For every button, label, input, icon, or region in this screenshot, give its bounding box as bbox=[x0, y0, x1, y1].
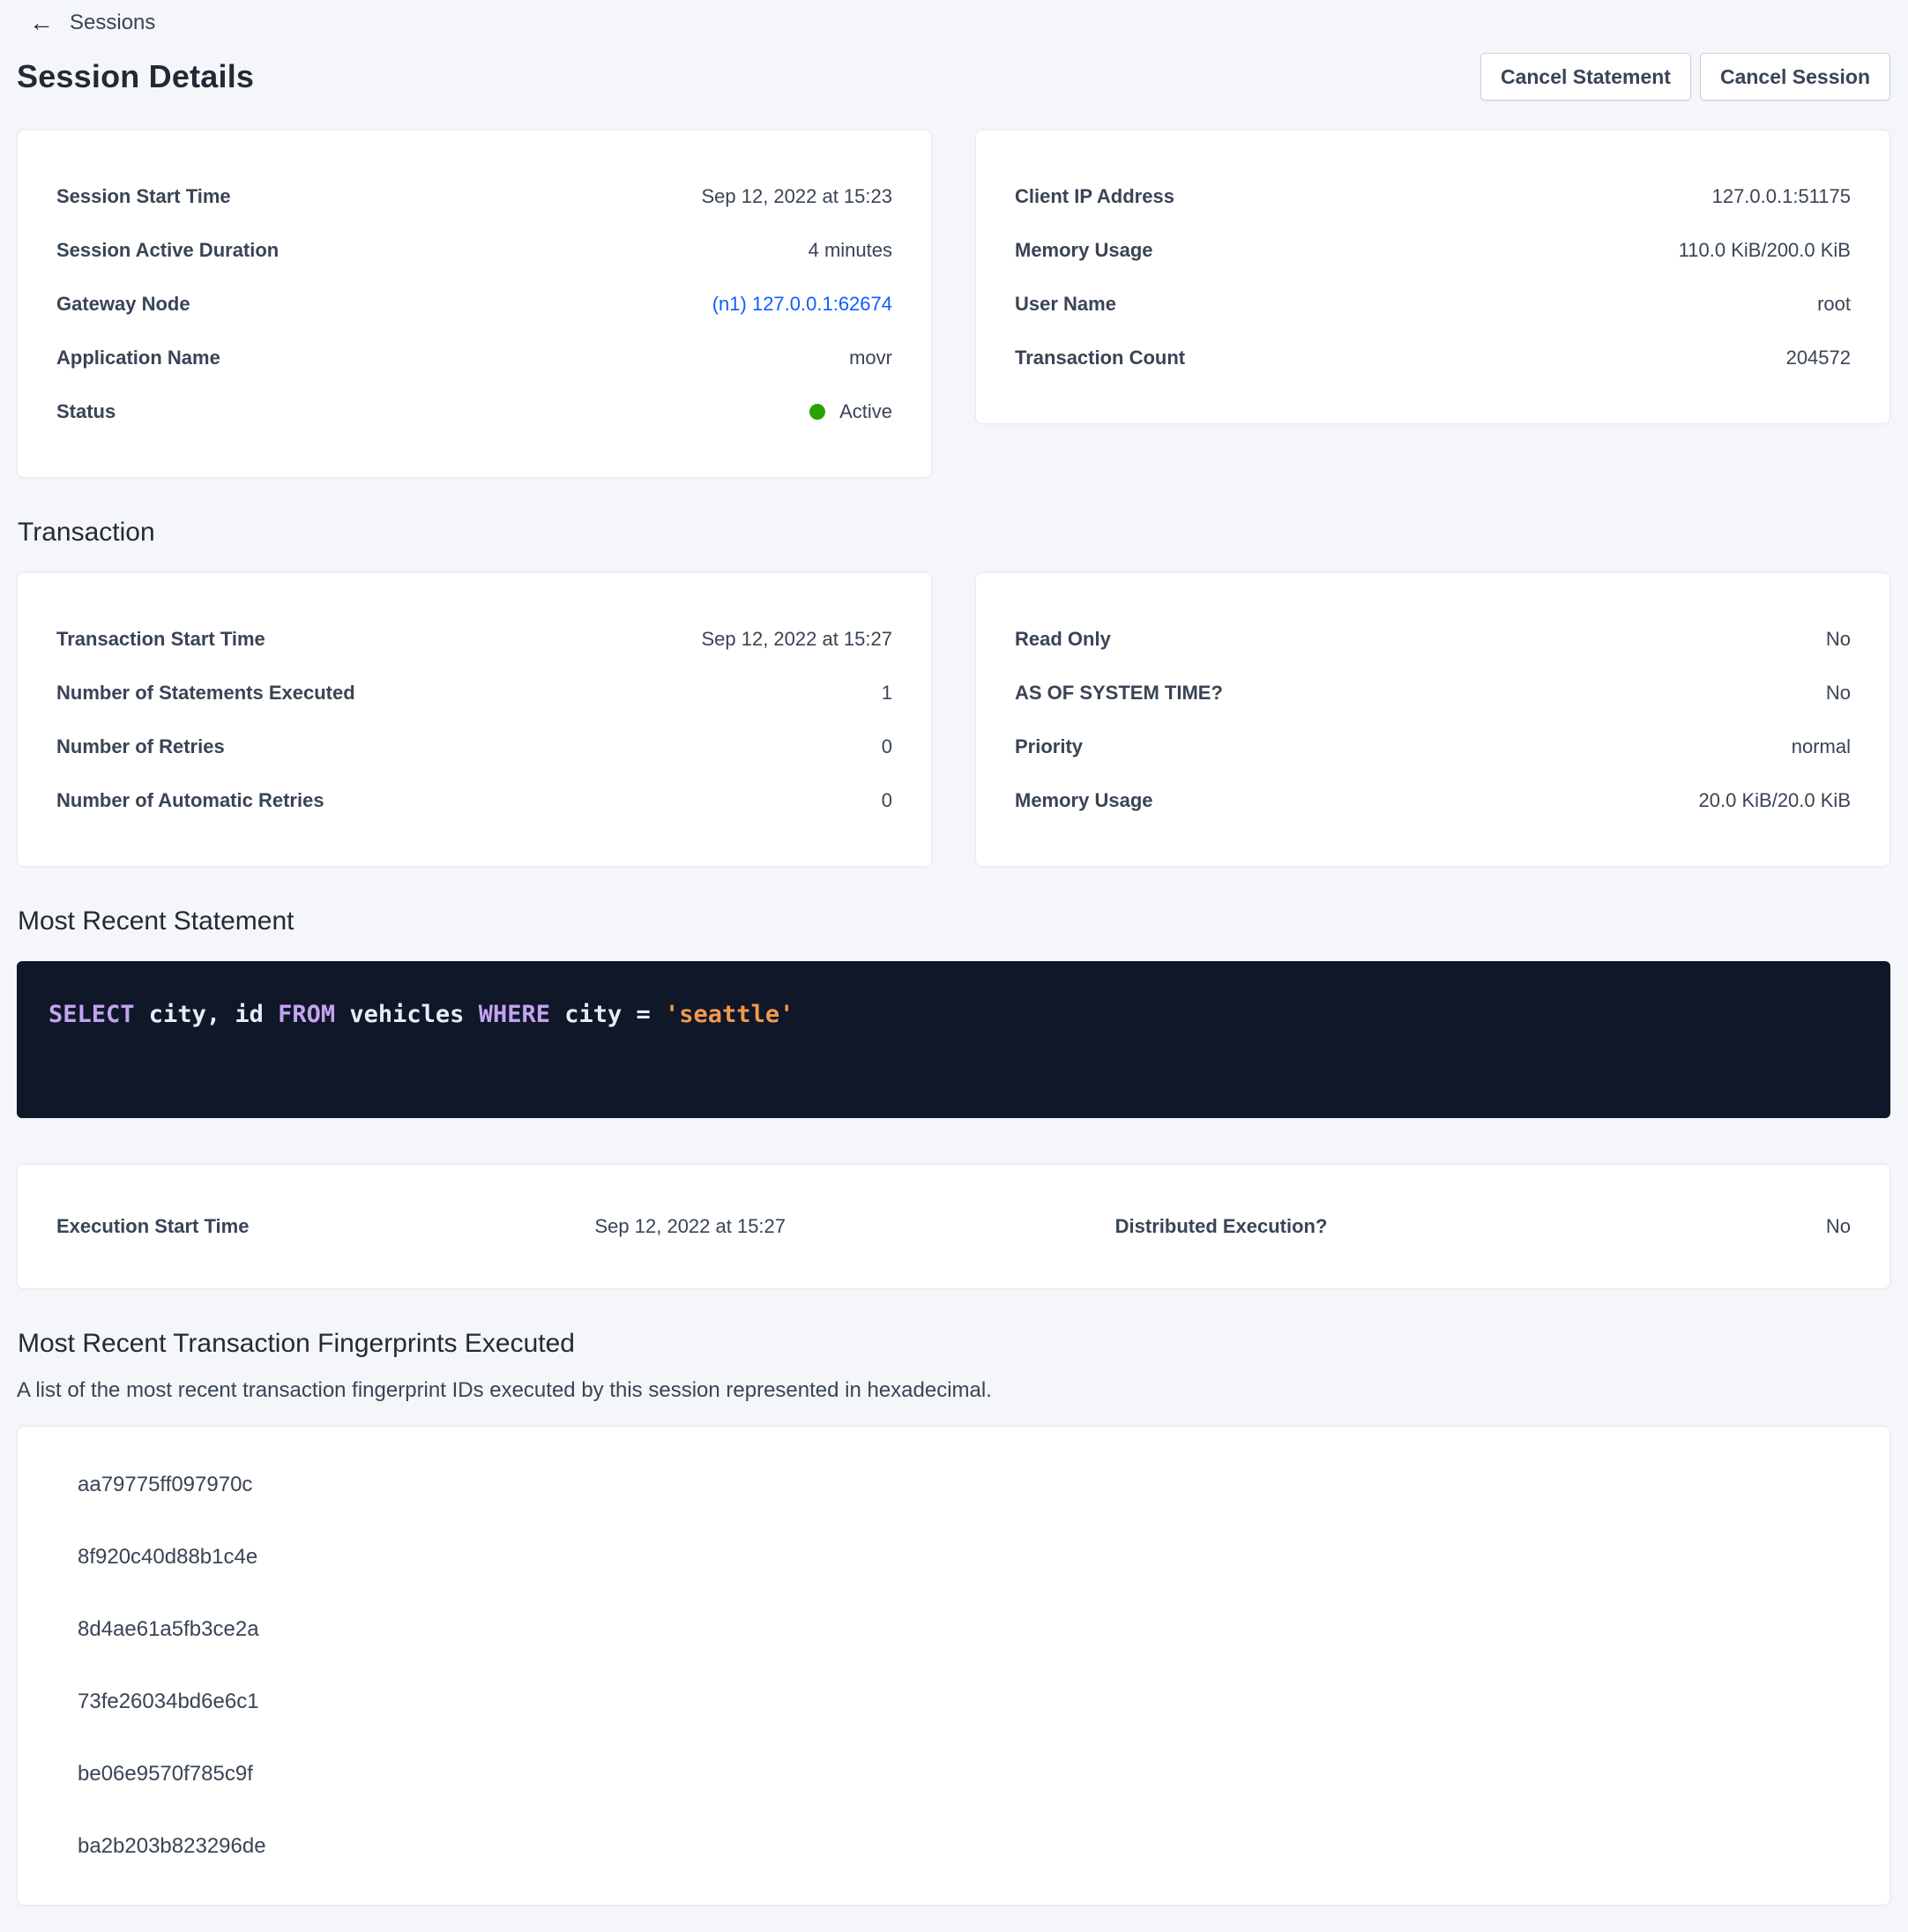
sql-plain: city, id bbox=[134, 1001, 279, 1028]
page-title: Session Details bbox=[17, 58, 255, 94]
status-value: Active bbox=[809, 400, 892, 423]
transaction-start-time-label: Transaction Start Time bbox=[56, 627, 265, 650]
user-name-value: root bbox=[1817, 292, 1851, 315]
transaction-info-card: Transaction Start Time Sep 12, 2022 at 1… bbox=[17, 572, 932, 867]
client-ip-label: Client IP Address bbox=[1015, 184, 1174, 207]
fingerprint-item: 73fe26034bd6e6c1 bbox=[78, 1690, 259, 1713]
transaction-summary-grid: Transaction Start Time Sep 12, 2022 at 1… bbox=[17, 572, 1890, 867]
as-of-system-time-row: AS OF SYSTEM TIME? No bbox=[1015, 666, 1851, 720]
application-name-label: Application Name bbox=[56, 346, 220, 369]
status-text: Active bbox=[839, 399, 892, 422]
application-name-value: movr bbox=[849, 346, 892, 369]
transaction-count-row: Transaction Count 204572 bbox=[1015, 331, 1851, 384]
transaction-memory-usage-row: Memory Usage 20.0 KiB/20.0 KiB bbox=[1015, 773, 1851, 827]
sql-keyword: SELECT bbox=[48, 1001, 135, 1028]
execution-card: Execution Start Time Sep 12, 2022 at 15:… bbox=[17, 1164, 1890, 1289]
session-start-time-label: Session Start Time bbox=[56, 184, 231, 207]
statement-section-heading: Most Recent Statement bbox=[18, 906, 294, 936]
breadcrumb-label: Sessions bbox=[70, 11, 156, 34]
sql-statement-box: SELECT city, id FROM vehicles WHERE city… bbox=[17, 961, 1890, 1118]
status-label: Status bbox=[56, 399, 116, 422]
client-ip-value: 127.0.0.1:51175 bbox=[1711, 184, 1851, 207]
user-name-row: User Name root bbox=[1015, 277, 1851, 331]
back-arrow-icon: ← bbox=[29, 9, 54, 36]
execution-start-time-label: Execution Start Time bbox=[56, 1215, 250, 1237]
execution-row: Execution Start Time Sep 12, 2022 at 15:… bbox=[56, 1215, 1851, 1238]
transaction-start-time-row: Transaction Start Time Sep 12, 2022 at 1… bbox=[56, 612, 892, 666]
user-name-label: User Name bbox=[1015, 292, 1116, 315]
statements-executed-label: Number of Statements Executed bbox=[56, 681, 355, 704]
statements-executed-row: Number of Statements Executed 1 bbox=[56, 666, 892, 720]
automatic-retries-label: Number of Automatic Retries bbox=[56, 788, 324, 811]
sql-statement-text: SELECT city, id FROM vehicles WHERE city… bbox=[48, 1000, 1859, 1030]
sql-plain: vehicles bbox=[335, 1001, 479, 1028]
session-active-duration-row: Session Active Duration 4 minutes bbox=[56, 223, 892, 277]
session-info-card: Session Start Time Sep 12, 2022 at 15:23… bbox=[17, 130, 932, 478]
cancel-session-button[interactable]: Cancel Session bbox=[1699, 53, 1890, 101]
priority-label: Priority bbox=[1015, 735, 1084, 757]
status-row: Status Active bbox=[56, 384, 892, 438]
cancel-statement-button[interactable]: Cancel Statement bbox=[1479, 53, 1691, 101]
as-of-system-time-value: No bbox=[1825, 681, 1851, 704]
automatic-retries-value: 0 bbox=[881, 788, 892, 811]
retries-row: Number of Retries 0 bbox=[56, 720, 892, 773]
execution-start-time-value: Sep 12, 2022 at 15:27 bbox=[594, 1215, 786, 1237]
fingerprint-item: 8f920c40d88b1c4e bbox=[78, 1545, 258, 1569]
session-memory-usage-value: 110.0 KiB/200.0 KiB bbox=[1678, 238, 1851, 261]
status-active-dot-icon bbox=[809, 403, 826, 420]
priority-row: Priority normal bbox=[1015, 720, 1851, 773]
priority-value: normal bbox=[1791, 735, 1851, 757]
fingerprints-section-description: A list of the most recent transaction fi… bbox=[17, 1378, 992, 1402]
gateway-node-link[interactable]: (n1) 127.0.0.1:62674 bbox=[712, 292, 892, 315]
session-start-time-row: Session Start Time Sep 12, 2022 at 15:23 bbox=[56, 169, 892, 223]
read-only-row: Read Only No bbox=[1015, 612, 1851, 666]
fingerprint-item: ba2b203b823296de bbox=[78, 1834, 266, 1858]
distributed-execution-value: No bbox=[1825, 1215, 1851, 1237]
transaction-start-time-value: Sep 12, 2022 at 15:27 bbox=[701, 627, 892, 650]
distributed-execution-label: Distributed Execution? bbox=[1114, 1215, 1328, 1237]
transaction-section-heading: Transaction bbox=[18, 518, 155, 547]
transaction-count-value: 204572 bbox=[1785, 346, 1851, 369]
fingerprint-item: aa79775ff097970c bbox=[78, 1473, 253, 1496]
fingerprints-card: aa79775ff097970c 8f920c40d88b1c4e 8d4ae6… bbox=[17, 1426, 1890, 1906]
client-ip-row: Client IP Address 127.0.0.1:51175 bbox=[1015, 169, 1851, 223]
transaction-props-card: Read Only No AS OF SYSTEM TIME? No Prior… bbox=[975, 572, 1890, 867]
statements-executed-value: 1 bbox=[881, 681, 892, 704]
retries-value: 0 bbox=[881, 735, 892, 757]
read-only-value: No bbox=[1825, 627, 1851, 650]
automatic-retries-row: Number of Automatic Retries 0 bbox=[56, 773, 892, 827]
header-actions: Cancel Statement Cancel Session bbox=[1479, 53, 1890, 101]
session-active-duration-label: Session Active Duration bbox=[56, 238, 279, 261]
client-info-card: Client IP Address 127.0.0.1:51175 Memory… bbox=[975, 130, 1890, 424]
fingerprint-item: 8d4ae61a5fb3ce2a bbox=[78, 1617, 259, 1641]
sql-plain: city = bbox=[549, 1001, 666, 1028]
breadcrumb: ← Sessions bbox=[17, 5, 1890, 41]
transaction-memory-usage-value: 20.0 KiB/20.0 KiB bbox=[1698, 788, 1851, 811]
retries-label: Number of Retries bbox=[56, 735, 225, 757]
session-memory-usage-row: Memory Usage 110.0 KiB/200.0 KiB bbox=[1015, 223, 1851, 277]
sql-keyword: WHERE bbox=[478, 1001, 550, 1028]
gateway-node-row: Gateway Node (n1) 127.0.0.1:62674 bbox=[56, 277, 892, 331]
as-of-system-time-label: AS OF SYSTEM TIME? bbox=[1015, 681, 1223, 704]
fingerprints-section-heading: Most Recent Transaction Fingerprints Exe… bbox=[18, 1329, 575, 1358]
session-active-duration-value: 4 minutes bbox=[808, 238, 892, 261]
read-only-label: Read Only bbox=[1015, 627, 1111, 650]
session-start-time-value: Sep 12, 2022 at 15:23 bbox=[701, 184, 892, 207]
sql-keyword: FROM bbox=[278, 1001, 336, 1028]
sql-string-literal: 'seattle' bbox=[665, 1001, 794, 1028]
fingerprint-item: be06e9570f785c9f bbox=[78, 1762, 253, 1786]
session-summary-grid: Session Start Time Sep 12, 2022 at 15:23… bbox=[17, 130, 1890, 478]
breadcrumb-sessions-link[interactable]: ← Sessions bbox=[29, 11, 155, 35]
transaction-memory-usage-label: Memory Usage bbox=[1015, 788, 1153, 811]
page-header: Session Details Cancel Statement Cancel … bbox=[17, 53, 1890, 101]
gateway-node-label: Gateway Node bbox=[56, 292, 190, 315]
session-memory-usage-label: Memory Usage bbox=[1015, 238, 1153, 261]
transaction-count-label: Transaction Count bbox=[1015, 346, 1186, 369]
application-name-row: Application Name movr bbox=[56, 331, 892, 384]
